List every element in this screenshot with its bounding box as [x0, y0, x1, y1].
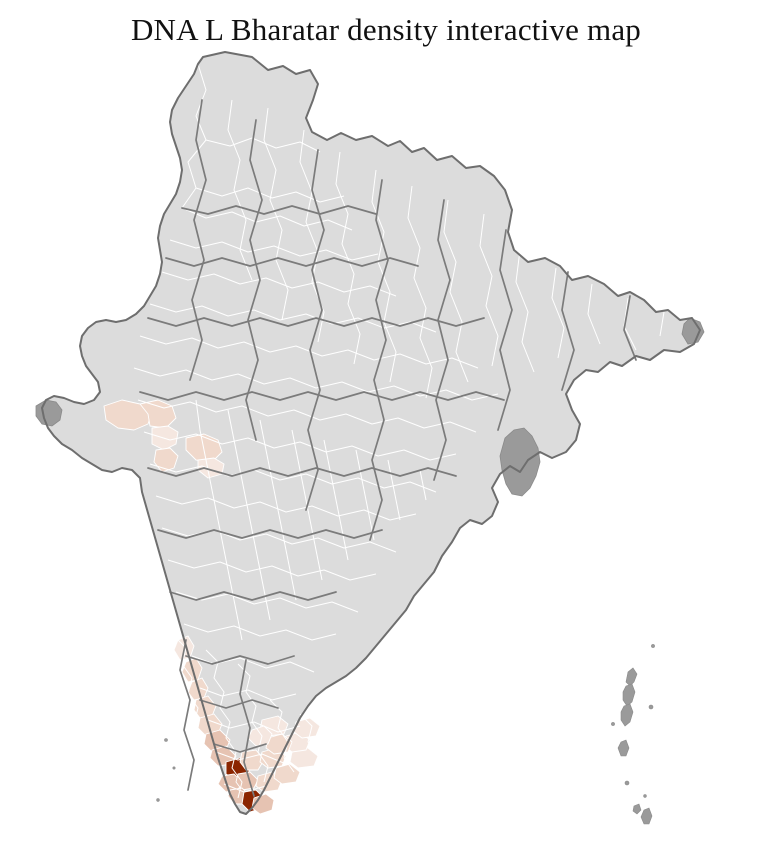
region-thoothukudi	[273, 763, 301, 785]
india-landmass	[41, 51, 701, 815]
island-south-andaman	[620, 703, 634, 727]
island-north-andaman	[625, 667, 638, 687]
island-lakshadweep-c	[172, 766, 176, 770]
island-lakshadweep-a	[164, 738, 168, 742]
island-nancowry	[632, 803, 642, 815]
island-little-andaman	[617, 739, 630, 757]
district-boundaries-group	[133, 63, 665, 799]
islands-group	[156, 644, 655, 825]
base-landmass-group	[41, 51, 701, 815]
island-speck-west	[611, 722, 615, 726]
neighbor-north-sliver	[681, 317, 705, 345]
island-car-nicobar	[624, 780, 630, 786]
region-ramanathapuram	[289, 747, 319, 769]
page-title: DNA L Bharatar density interactive map	[130, 12, 642, 47]
island-middle-andaman	[622, 683, 636, 707]
choropleth-regions-group[interactable]	[103, 399, 321, 815]
state-boundaries-group	[139, 99, 637, 797]
island-great-nicobar	[640, 807, 653, 825]
region-bhavnagar	[153, 447, 179, 473]
island-lakshadweep-b	[156, 798, 160, 802]
island-speck-nicobar-n	[643, 794, 647, 798]
country-outline-group	[41, 51, 701, 815]
region-kachchh	[103, 399, 153, 431]
island-speck-barren	[648, 704, 654, 710]
island-speck-north	[651, 644, 655, 648]
